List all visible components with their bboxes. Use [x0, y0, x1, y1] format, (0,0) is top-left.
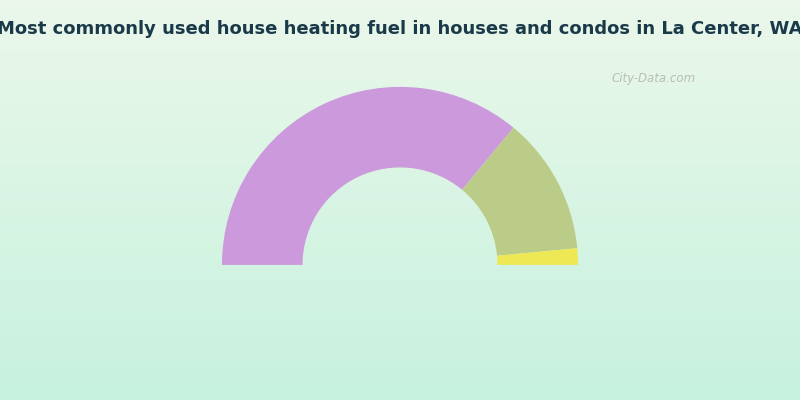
- Wedge shape: [497, 248, 578, 265]
- Text: Most commonly used house heating fuel in houses and condos in La Center, WA: Most commonly used house heating fuel in…: [0, 20, 800, 38]
- Wedge shape: [222, 87, 514, 265]
- Text: City-Data.com: City-Data.com: [612, 72, 696, 85]
- Wedge shape: [462, 128, 578, 256]
